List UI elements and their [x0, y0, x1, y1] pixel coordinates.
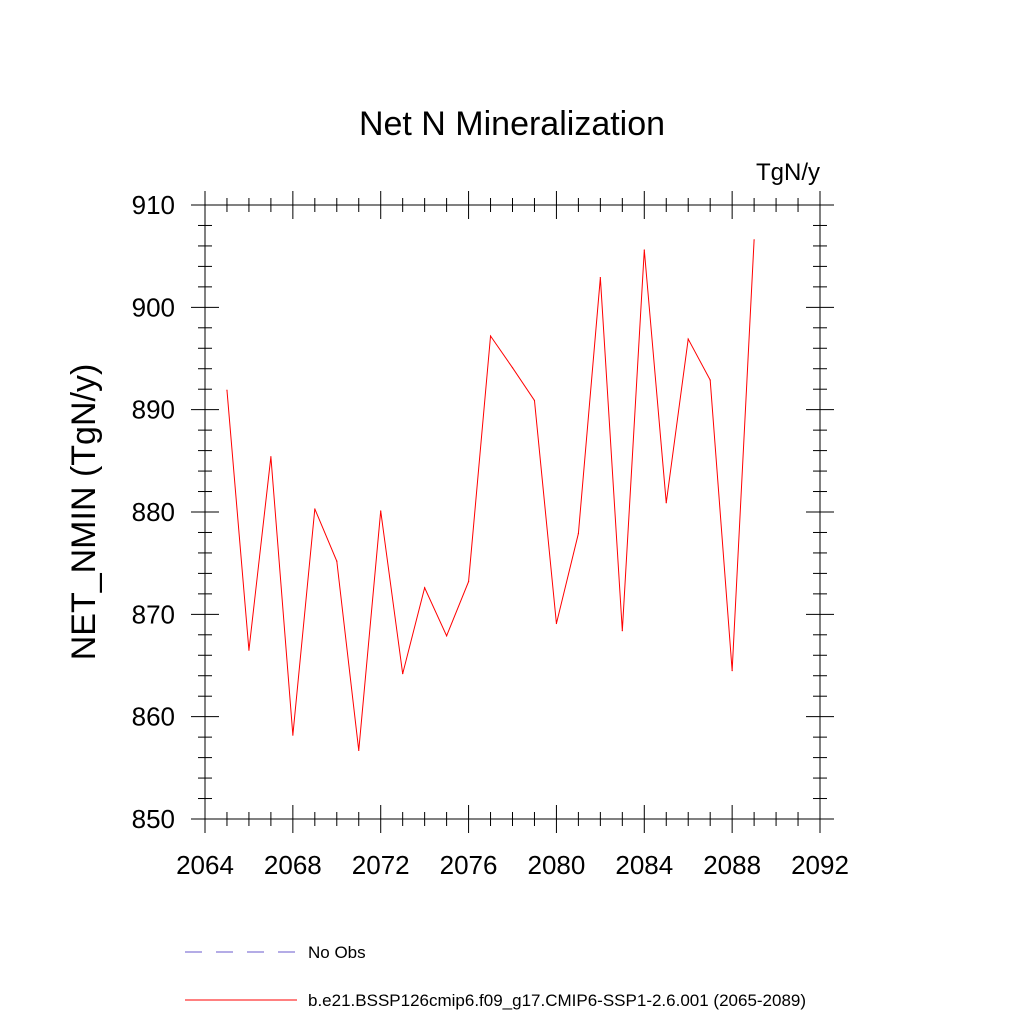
x-tick-label: 2084 — [615, 850, 673, 880]
x-tick-label: 2080 — [528, 850, 586, 880]
data-point — [467, 580, 470, 583]
data-point — [731, 670, 733, 672]
data-point — [577, 532, 579, 535]
legend-label: b.e21.BSSP126cmip6.f09_g17.CMIP6-SSP1-2.… — [308, 991, 806, 1010]
data-point — [687, 338, 689, 340]
data-point — [511, 367, 514, 369]
axis-ticks — [191, 191, 834, 833]
data-point — [753, 239, 755, 241]
plot-frame — [204, 204, 821, 820]
data-point — [446, 635, 448, 637]
tick-labels: 2064 2068 2072 2076 2080 2084 2088 2092 850 860 87… — [132, 190, 849, 880]
y-tick-label: 860 — [132, 702, 175, 732]
y-tick-label: 890 — [132, 395, 175, 425]
plot-border — [204, 204, 821, 820]
y-tick-label: 900 — [132, 292, 175, 322]
legend-label: No Obs — [308, 943, 366, 962]
x-tick-label: 2076 — [440, 850, 498, 880]
data-point — [248, 649, 250, 651]
data-point — [358, 749, 360, 752]
data-point — [270, 456, 272, 458]
data-point — [665, 502, 667, 504]
y-tick-label: 870 — [132, 599, 175, 629]
x-tick-label: 2072 — [352, 850, 410, 880]
data-point — [402, 673, 404, 675]
x-tick-label: 2068 — [264, 850, 322, 880]
y-tick-label: 880 — [132, 497, 175, 527]
data-point — [599, 277, 601, 279]
x-tick-label: 2088 — [703, 850, 761, 880]
units-label: TgN/y — [756, 159, 820, 186]
data-point — [555, 622, 558, 625]
data-point — [643, 249, 645, 251]
x-tick-label: 2092 — [791, 850, 849, 880]
data-point — [533, 399, 536, 402]
y-tick-label: 850 — [132, 804, 175, 834]
y-axis-label: NET_NMIN (TgN/y) — [65, 364, 103, 661]
data-point — [424, 587, 426, 589]
data-point — [292, 734, 294, 736]
y-tick-label: 910 — [132, 190, 175, 220]
series-layer — [226, 239, 755, 752]
data-point — [380, 510, 382, 512]
data-point — [489, 335, 492, 337]
data-point — [621, 630, 623, 632]
chart-title: Net N Mineralization — [359, 105, 665, 143]
data-point — [226, 389, 228, 391]
legend: No Obs b.e21.BSSP126cmip6.f09_g17.CMIP6-S… — [185, 943, 806, 1010]
data-point — [709, 379, 711, 381]
series-line — [226, 239, 755, 751]
x-tick-label: 2064 — [176, 850, 234, 880]
data-point — [336, 560, 338, 562]
data-point — [314, 508, 316, 510]
